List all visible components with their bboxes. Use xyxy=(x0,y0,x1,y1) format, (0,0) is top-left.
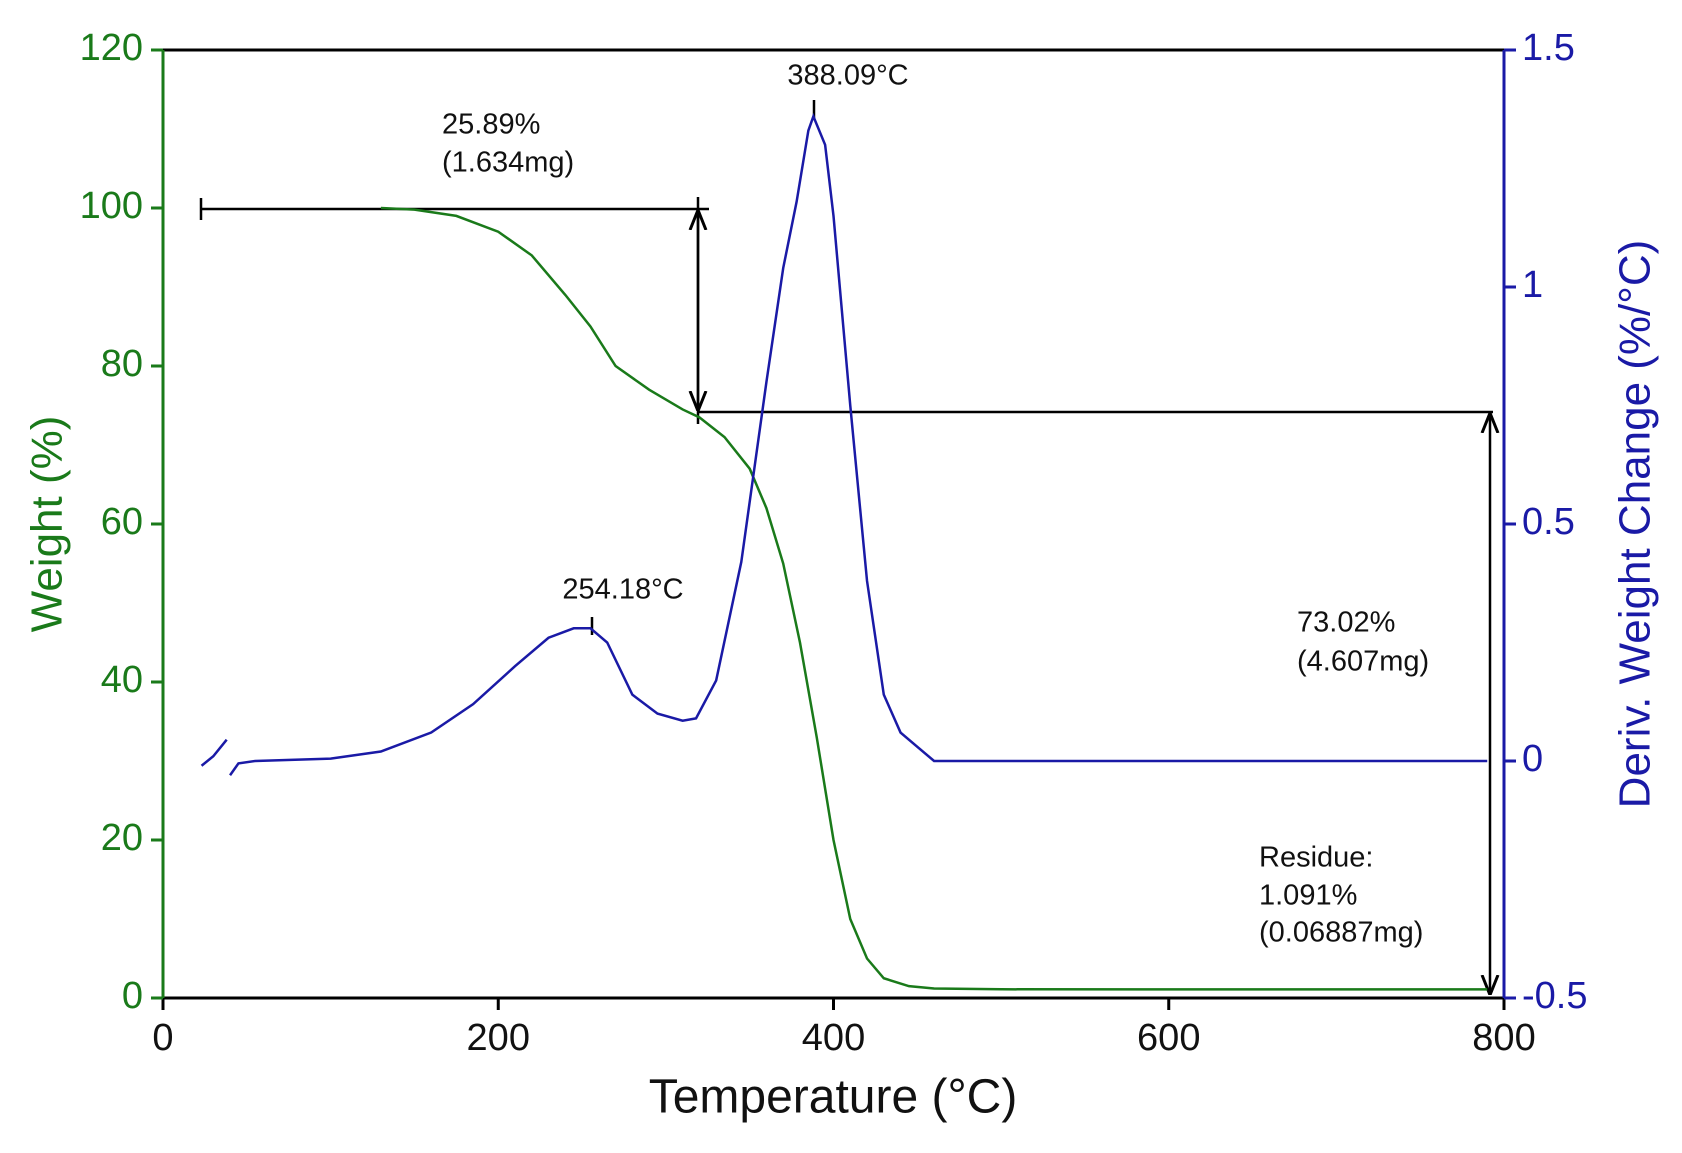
y-tick-label: 60 xyxy=(101,501,143,543)
annotation: 73.02% xyxy=(1297,607,1395,639)
annotation-brackets xyxy=(199,100,1493,993)
y2-tick-label: 0.5 xyxy=(1522,501,1575,543)
y-tick-label: 120 xyxy=(80,27,143,69)
annotation: 388.09°C xyxy=(787,60,908,92)
annotation: (0.06887mg) xyxy=(1259,917,1423,949)
y-tick-label: 20 xyxy=(101,817,143,859)
y-tick-label: 40 xyxy=(101,659,143,701)
x-tick-label: 800 xyxy=(1472,1017,1535,1059)
x-tick-label: 400 xyxy=(802,1017,865,1059)
annotation: 25.89% xyxy=(442,109,540,141)
data-line xyxy=(380,206,1488,991)
annotation: (4.607mg) xyxy=(1297,646,1429,678)
x-axis-title: Temperature (°C) xyxy=(649,1071,1018,1124)
y2-tick-label: -0.5 xyxy=(1522,975,1587,1017)
y-tick-label: 80 xyxy=(101,343,143,385)
x-tick-label: 600 xyxy=(1137,1017,1200,1059)
annotation: 254.18°C xyxy=(562,574,683,606)
y2-tick-label: 0 xyxy=(1522,738,1543,780)
y2-axis-title: Deriv. Weight Change (%/°C) xyxy=(1611,240,1660,809)
annotation: Residue: xyxy=(1259,842,1373,874)
x-tick-label: 0 xyxy=(152,1017,173,1059)
x-tick-label: 200 xyxy=(467,1017,530,1059)
annotation: 1.091% xyxy=(1259,880,1357,912)
data-line xyxy=(229,112,1488,776)
y-tick-label: 100 xyxy=(80,185,143,227)
annotation: (1.634mg) xyxy=(442,147,574,179)
y-axis-title: Weight (%) xyxy=(23,416,72,633)
y2-tick-label: 1.5 xyxy=(1522,27,1575,69)
y-tick-label: 0 xyxy=(122,975,143,1017)
y2-tick-label: 1 xyxy=(1522,264,1543,306)
data-line xyxy=(200,738,228,767)
